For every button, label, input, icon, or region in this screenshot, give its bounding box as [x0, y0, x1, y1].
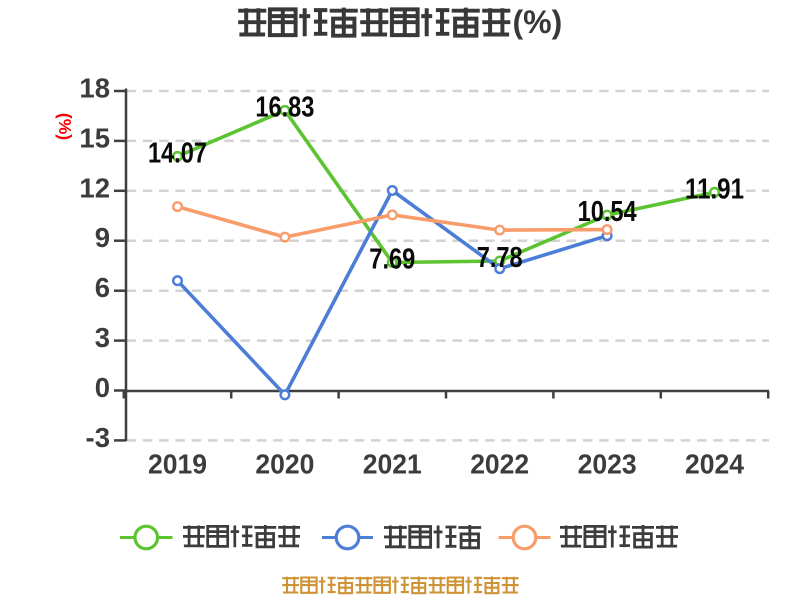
svg-text:12: 12 — [79, 172, 110, 203]
svg-text:-3: -3 — [86, 422, 110, 453]
svg-text:2020: 2020 — [255, 449, 314, 480]
svg-text:15: 15 — [79, 122, 110, 153]
svg-text:2021: 2021 — [363, 449, 422, 480]
svg-text:6: 6 — [95, 272, 110, 303]
svg-text:9: 9 — [95, 222, 110, 253]
svg-text:2019: 2019 — [148, 449, 207, 480]
svg-text:7.78: 7.78 — [477, 242, 523, 274]
svg-text:3: 3 — [95, 322, 110, 353]
svg-text:14.07: 14.07 — [148, 137, 207, 169]
svg-text:0: 0 — [95, 372, 110, 403]
svg-text:16.83: 16.83 — [255, 91, 314, 123]
svg-text:7.69: 7.69 — [369, 244, 415, 276]
svg-text:(%): (%) — [55, 113, 75, 140]
svg-text:18: 18 — [79, 73, 110, 104]
svg-text:(%): (%) — [513, 4, 563, 40]
svg-text:2023: 2023 — [578, 449, 637, 480]
svg-text:11.91: 11.91 — [685, 173, 744, 205]
svg-text:10.54: 10.54 — [578, 196, 637, 228]
svg-text:2022: 2022 — [470, 449, 529, 480]
svg-text:2024: 2024 — [685, 449, 745, 480]
